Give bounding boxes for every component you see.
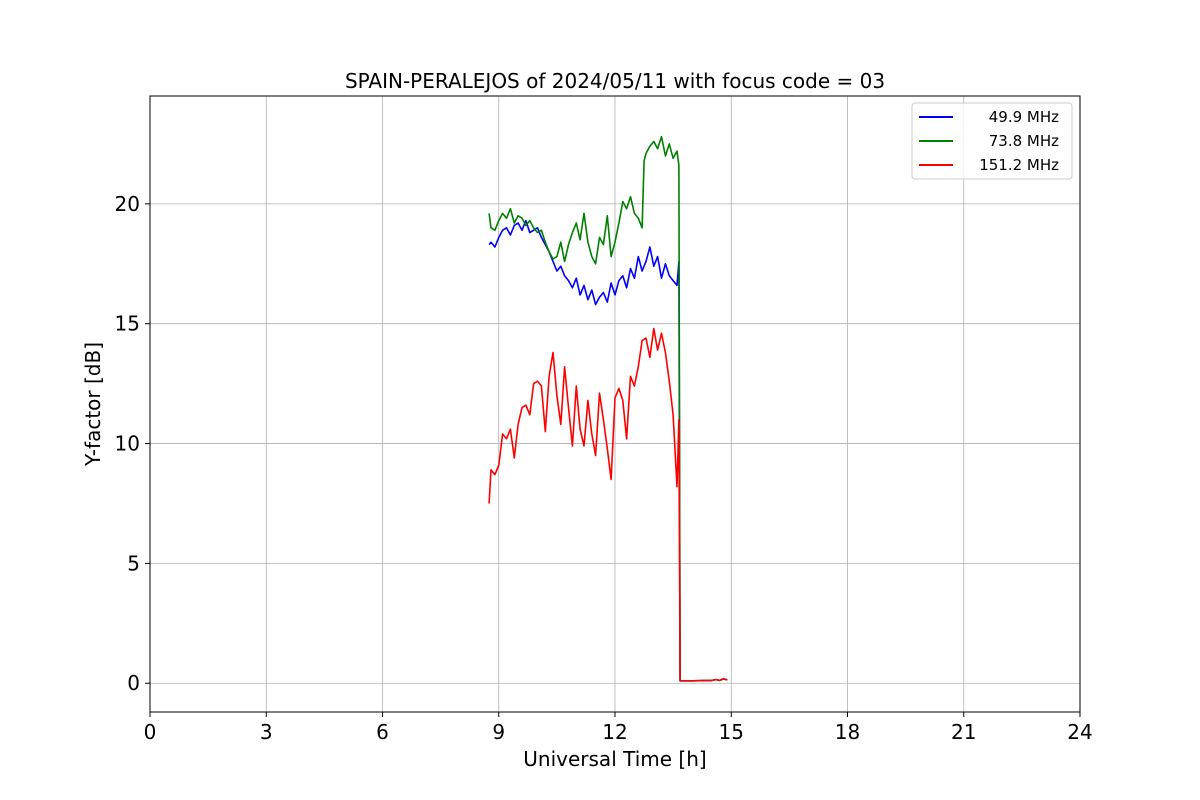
x-tick-label: 24 [1067,720,1092,744]
legend-label: 73.8 MHz [989,132,1059,150]
series-lines [488,135,728,682]
x-tick-label: 21 [951,720,976,744]
x-tick-label: 9 [492,720,505,744]
legend: 49.9 MHz 73.8 MHz 151.2 MHz [911,102,1073,180]
series-line [488,135,728,682]
y-tick-label: 15 [115,312,140,336]
legend-box [911,102,1073,180]
x-tick-label: 0 [144,720,157,744]
axis-ticks: 0 3 6 9 12 15 18 21 24 0 5 10 15 20 [115,192,1093,744]
series-line [488,327,728,682]
y-axis-label: Y-factor [dB] [81,342,105,467]
x-tick-label: 6 [376,720,389,744]
x-axis-label: Universal Time [h] [523,747,706,771]
x-tick-label: 18 [835,720,860,744]
chart-title: SPAIN-PERALEJOS of 2024/05/11 with focus… [345,69,885,93]
x-tick-label: 15 [719,720,744,744]
x-tick-label: 12 [602,720,627,744]
y-tick-label: 5 [127,551,140,575]
legend-label: 151.2 MHz [979,156,1059,174]
x-tick-label: 3 [260,720,273,744]
legend-label: 49.9 MHz [989,108,1059,126]
y-tick-label: 20 [115,192,140,216]
y-tick-label: 0 [127,671,140,695]
y-tick-label: 10 [115,432,140,456]
